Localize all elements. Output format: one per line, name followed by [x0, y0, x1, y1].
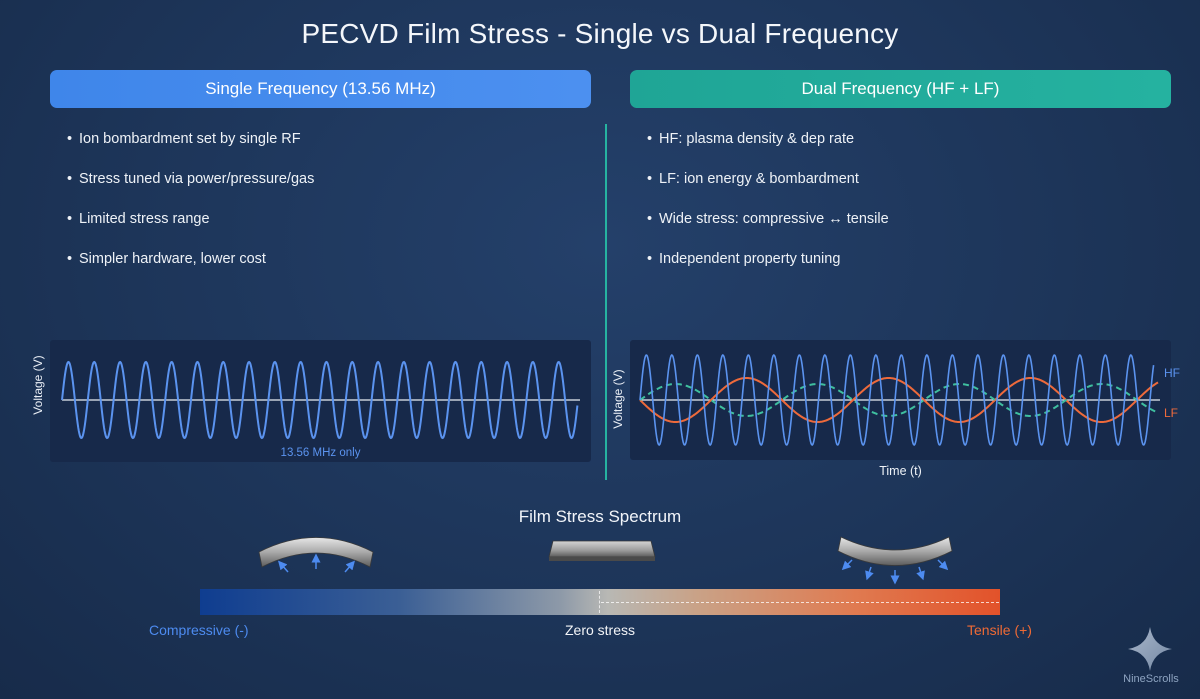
hf-single-wave [61, 360, 579, 440]
brand-name: NineScrolls [1123, 673, 1179, 685]
single-waveform-panel [50, 340, 591, 462]
dual-waveform-panel [630, 340, 1171, 460]
lf-wave [639, 377, 1159, 423]
spectrum-title: Film Stress Spectrum [518, 507, 682, 526]
single-waveform-plot [61, 360, 580, 440]
dual-frequency-header: Dual Frequency (HF + LF) [630, 70, 1171, 108]
sparkle-icon [1128, 627, 1172, 671]
bullet-item: • Stress tuned via power/pressure/gas [67, 171, 315, 187]
compressive-label: Compressive (-) [149, 622, 249, 638]
bullet-item: • Limited stress range [67, 211, 210, 227]
compressive-wafer-icon [258, 537, 374, 573]
single-frequency-bullets: • Ion bombardment set by single RF • Stres… [67, 130, 567, 290]
bullet-item: • Simpler hardware, lower cost [67, 251, 266, 267]
page-title: PECVD Film Stress - Single vs Dual Frequ… [301, 18, 899, 49]
tensile-wafer-icon [837, 536, 953, 585]
dual-frequency-bullets: • HF: plasma density & dep rate • LF: ion … [647, 130, 1147, 290]
zero-stress-marker [599, 591, 600, 613]
bullet-item: • Independent property tuning [647, 251, 841, 267]
single-frequency-header: Single Frequency (13.56 MHz) [50, 70, 591, 108]
tensile-label: Tensile (+) [967, 622, 1032, 638]
panel-divider [605, 124, 607, 480]
tensile-dashed-line [601, 602, 999, 603]
time-axis-label: Time (t) [879, 464, 922, 478]
bullet-item: • LF: ion energy & bombardment [647, 171, 859, 187]
single-ylabel: Voltage (V) [31, 355, 45, 415]
zero-stress-label: Zero stress [564, 622, 635, 638]
dual-waveform-plot [639, 353, 1160, 447]
flat-wafer-icon [548, 540, 656, 561]
bullet-item: • Wide stress: compressive ↔ tensile [647, 211, 889, 227]
single-frequency-note: 13.56 MHz only [280, 447, 361, 459]
dual-ylabel: Voltage (V) [611, 369, 625, 429]
wafer-illustrations [258, 536, 953, 585]
combined-wave [639, 383, 1159, 417]
hf-legend-label: HF [1164, 366, 1180, 380]
bullet-item: • HF: plasma density & dep rate [647, 131, 855, 147]
hf-wave [639, 353, 1155, 447]
lf-legend-label: LF [1164, 406, 1179, 420]
bullet-item: • Ion bombardment set by single RF [67, 131, 301, 147]
